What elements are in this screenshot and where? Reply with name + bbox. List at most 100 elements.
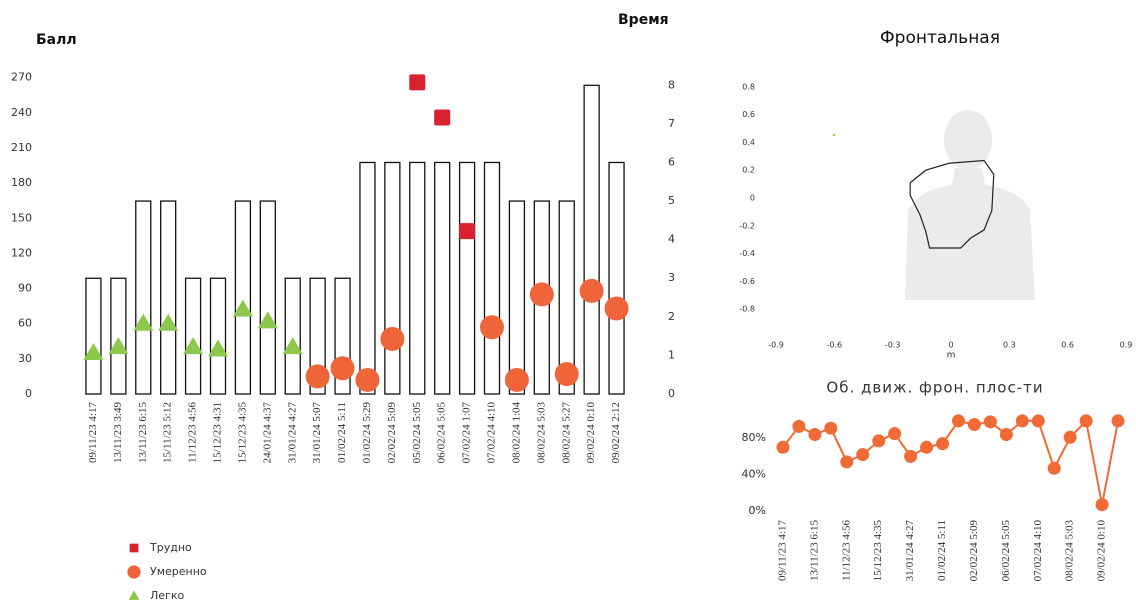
bar (460, 162, 475, 394)
y-tick-label: 60 (18, 317, 32, 330)
y-tick-label: 0.4 (742, 138, 755, 147)
x-tick-label: 13/11/23 6:15 (808, 520, 820, 582)
x-tick-label: 08/02/24 1:04 (510, 402, 522, 464)
x-tick-label: 0 (948, 341, 953, 350)
y-tick-label: 0 (750, 194, 755, 203)
bar (161, 201, 176, 394)
bar (136, 201, 151, 394)
x-tick-label: 05/02/24 5:05 (411, 402, 423, 464)
y-tick-label: -0.8 (739, 305, 755, 314)
x-tick-label: 31/01/24 5:07 (311, 402, 323, 464)
y-tick-label: 0% (749, 504, 766, 517)
x-tick-label: 13/11/23 3:49 (112, 402, 124, 464)
bar (211, 278, 226, 394)
y-tick-label: 30 (18, 352, 32, 365)
x-tick-label: 0.3 (1003, 341, 1016, 350)
circle-marker (605, 296, 629, 320)
point (984, 415, 997, 428)
x-tick-label: 06/02/24 5:05 (436, 402, 448, 464)
bar (360, 162, 375, 394)
point (888, 427, 901, 440)
x-tick-label: 09/02/24 2:12 (610, 402, 622, 463)
point (1112, 414, 1125, 427)
bar (410, 162, 425, 394)
point (856, 448, 869, 461)
x-tick-label: 09/11/23 4:17 (87, 402, 99, 464)
point (1032, 414, 1045, 427)
circle-marker (355, 368, 379, 392)
x-tick-label: 09/02/24 0:10 (585, 402, 597, 464)
bar (111, 278, 126, 394)
y2-tick-label: 7 (668, 117, 675, 130)
motion-title: Об. движ. фрон. плос-ти (826, 379, 1043, 397)
circle-marker (331, 356, 355, 380)
x-tick-label: 07/02/24 4:10 (1032, 520, 1044, 582)
square-marker (459, 223, 475, 239)
point (1048, 462, 1061, 475)
point (872, 434, 885, 447)
y-tick-label: 90 (18, 282, 32, 295)
point (936, 437, 949, 450)
bar (435, 162, 450, 394)
x-tick-label: -0.3 (885, 341, 901, 350)
circle-marker (555, 362, 579, 386)
point (968, 418, 981, 431)
bar (260, 201, 275, 394)
x-tick-label: 11/12/23 4:56 (840, 520, 852, 582)
circle-marker (480, 315, 504, 339)
legend-label: Трудно (149, 541, 192, 554)
x-tick-label: 0.9 (1120, 341, 1133, 350)
y-tick-label: -0.6 (739, 277, 755, 286)
circle-marker (505, 368, 529, 392)
bar (186, 278, 201, 394)
x-tick-label: 09/02/24 0:10 (1096, 520, 1108, 582)
bar (235, 201, 250, 394)
x-axis-title: m (947, 351, 956, 361)
bar (609, 162, 624, 394)
y-tick-label: 0 (25, 387, 32, 400)
y2-tick-label: 4 (668, 233, 675, 246)
x-tick-label: 31/01/24 4:27 (904, 520, 916, 582)
y-tick-label: -0.2 (739, 221, 755, 230)
point (808, 428, 821, 441)
bar (86, 278, 101, 394)
x-tick-label: 01/02/24 5:29 (361, 402, 373, 464)
y-axis-title: Балл (36, 32, 77, 48)
x-tick-label: -0.6 (827, 341, 843, 350)
x-tick-label: 07/02/24 1:07 (461, 402, 473, 464)
bar (385, 162, 400, 394)
x-tick-label: 15/12/23 4:31 (212, 402, 224, 463)
point (952, 414, 965, 427)
y2-tick-label: 2 (668, 310, 675, 323)
x-tick-label: 08/02/24 5:03 (535, 402, 547, 464)
x-tick-label: -0.9 (768, 341, 784, 350)
x-tick-label: 08/02/24 5:27 (560, 402, 572, 464)
y-tick-label: 270 (11, 71, 32, 84)
square-marker (409, 74, 425, 90)
x-tick-label: 07/02/24 4:10 (486, 402, 498, 464)
circle-marker (306, 364, 330, 388)
point (920, 441, 933, 454)
y2-tick-label: 1 (668, 348, 675, 361)
y-tick-label: 120 (11, 246, 32, 259)
square-marker (434, 110, 450, 126)
y2-tick-label: 6 (668, 155, 675, 168)
stray-point (833, 134, 835, 136)
point (1000, 428, 1013, 441)
x-tick-label: 11/12/23 4:56 (187, 402, 199, 464)
y-tick-label: 80% (742, 431, 766, 444)
point (1016, 414, 1029, 427)
y2-tick-label: 5 (668, 194, 675, 207)
legend-label: Умеренно (150, 565, 207, 578)
x-tick-label: 09/11/23 4:17 (777, 520, 789, 582)
y-tick-label: 40% (742, 468, 766, 481)
x-tick-label: 0.6 (1061, 341, 1074, 350)
point (1096, 498, 1109, 511)
bar (584, 85, 599, 394)
x-tick-label: 15/12/23 4:35 (236, 402, 248, 464)
y-tick-label: 150 (11, 211, 32, 224)
point (840, 455, 853, 468)
legend-marker (130, 544, 139, 553)
circle-marker (580, 279, 604, 303)
screenshot: Балл Время Фронтальная m Об. движ. фрон.… (0, 0, 1136, 611)
